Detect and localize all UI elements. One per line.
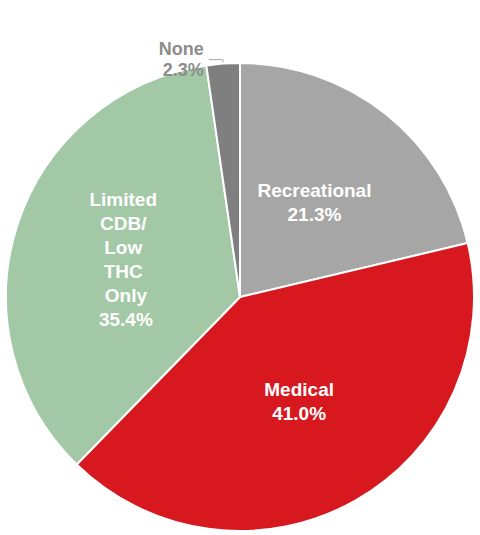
svg-text:21.3%: 21.3% [288,204,342,225]
svg-text:41.0%: 41.0% [272,403,326,424]
svg-text:THC: THC [104,261,148,282]
svg-text:None: None [159,39,204,59]
svg-text:35.4%: 35.4% [99,309,153,330]
svg-text:Recreational: Recreational [257,180,371,201]
svg-text:Medical: Medical [264,379,334,400]
svg-text:Only: Only [105,285,148,306]
svg-text:Low: Low [104,237,147,258]
svg-text:CDB/: CDB/ [100,213,152,234]
svg-text:Limited: Limited [89,189,162,210]
svg-text:2.3%: 2.3% [163,60,204,80]
